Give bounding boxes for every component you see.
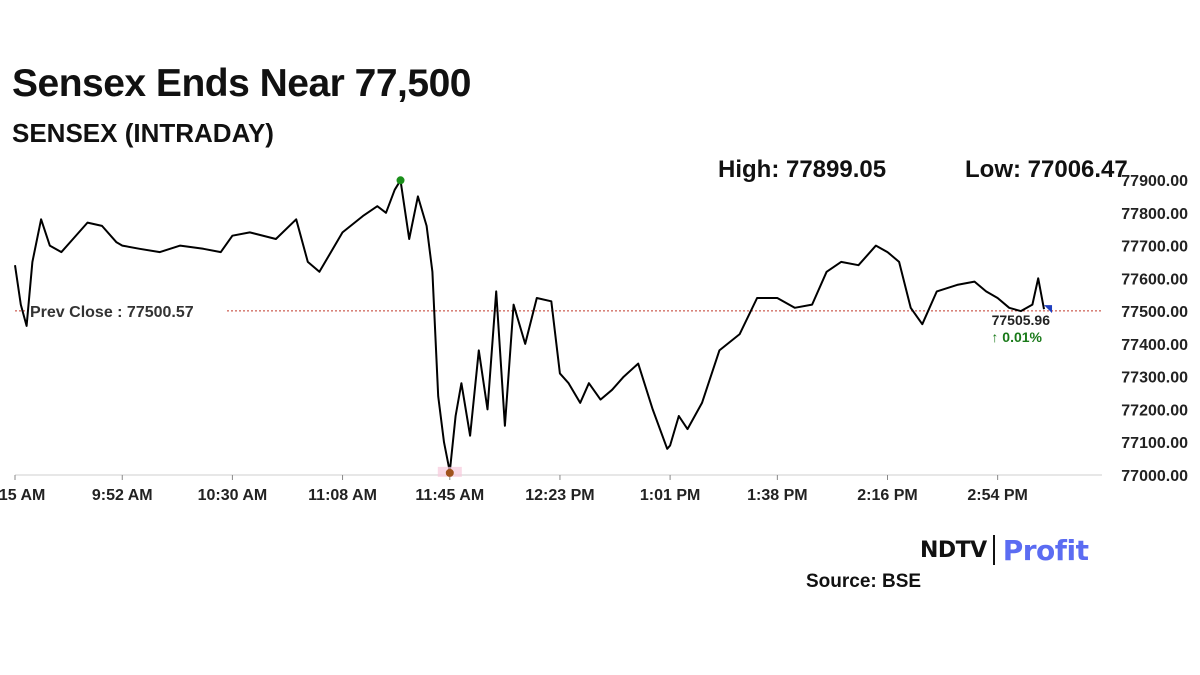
x-axis: 9:15 AM 9:52 AM 10:30 AM 11:08 AM 11:45 AM 12… (0, 474, 1102, 504)
x-tick-label: 12:23 PM (525, 487, 594, 504)
high-label: High: 77899.05 (718, 156, 887, 183)
x-tick-label: 9:52 AM (92, 487, 153, 504)
y-tick-label: 77500.00 (1121, 304, 1188, 321)
prev-close-label: Prev Close : 77500.57 (30, 304, 194, 321)
x-tick-label: 2:16 PM (857, 487, 917, 504)
y-tick-label: 77100.00 (1121, 435, 1188, 452)
y-tick-label: 77800.00 (1121, 206, 1188, 223)
ndtv-profit-logo: NDTV Profit (920, 532, 1089, 568)
prev-close-label-bg (26, 299, 226, 322)
logo-divider (992, 535, 995, 565)
chart-title: SENSEX (INTRADAY) (12, 118, 274, 148)
y-tick-label: 77400.00 (1121, 337, 1188, 354)
last-value-marker (1044, 305, 1053, 314)
x-tick-label: 10:30 AM (198, 487, 268, 504)
logo-ndtv-text: NDTV (920, 537, 987, 563)
x-tick-label: 1:38 PM (747, 487, 807, 504)
x-tick-label: 1:01 PM (640, 487, 700, 504)
low-label: Low: 77006.47 (965, 156, 1128, 183)
logo-profit-text: Profit (1002, 533, 1089, 567)
y-tick-label: 77900.00 (1121, 173, 1188, 190)
y-axis: 77000.00 77100.00 77200.00 77300.00 77400.00… (1121, 173, 1188, 485)
change-label: ↑ 0.01% (991, 329, 1042, 345)
headline: Sensex Ends Near 77,500 (12, 62, 471, 105)
low-marker (445, 468, 454, 477)
y-tick-label: 77300.00 (1121, 370, 1188, 387)
y-tick-label: 77700.00 (1121, 239, 1188, 256)
sensex-series-line (14, 179, 1045, 473)
x-tick-label: 11:08 AM (308, 487, 377, 504)
x-tick-label: 9:15 AM (0, 487, 45, 504)
high-marker (396, 176, 405, 185)
y-tick-label: 77200.00 (1121, 402, 1188, 419)
last-value-label: 77505.96 (992, 312, 1051, 328)
y-tick-label: 77600.00 (1121, 271, 1188, 288)
source-label: Source: BSE (806, 571, 922, 592)
x-tick-label: 11:45 AM (415, 487, 484, 504)
y-tick-label: 77000.00 (1121, 468, 1188, 485)
x-tick-label: 2:54 PM (967, 487, 1027, 504)
